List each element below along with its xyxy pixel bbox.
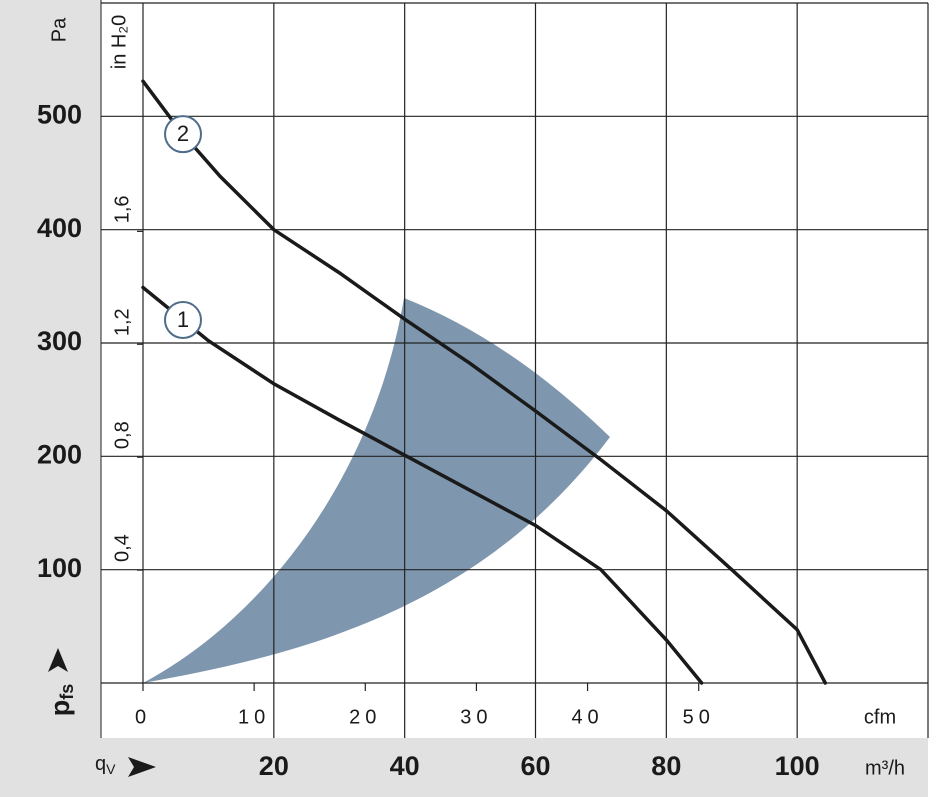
y-arrow [48,648,68,672]
series-name: 1 [177,307,189,332]
x-arrow [128,757,156,777]
x2-tick-label: 50 [683,706,715,728]
x2-tick-label: 40 [571,706,603,728]
y-tick-label: 500 [37,99,82,129]
y2-tick-label: 0,8 [111,421,133,449]
y-symbol-main: p [45,700,75,717]
y-tick-label: 100 [37,553,82,583]
y-tick-label: 300 [37,326,82,356]
x-symbol: qV [95,753,116,776]
x-tick-label: 100 [775,751,820,781]
x2-tick-label: 0 [135,706,151,728]
y-label: Pa [48,17,70,42]
x2-tick-label: 20 [349,706,381,728]
y-tick-label: 200 [37,439,82,469]
bottom-band [0,738,928,797]
x2-label: cfm [864,706,896,728]
x2-tick-label: 30 [460,706,492,728]
y-symbol-sub: fs [57,684,77,700]
x-symbol-main: q [95,753,106,775]
operating-range [143,298,610,683]
series-name: 2 [177,121,189,146]
curve [141,285,704,685]
y2-tick-label: 1,2 [111,308,133,336]
y-symbol: pfs [45,684,77,717]
x-tick-label: 40 [390,751,420,781]
grid [101,2,929,738]
curve [141,79,828,685]
y-tick-label: 400 [37,213,82,243]
curves: 12 [141,79,828,685]
y2-tick-label: 1,6 [111,195,133,223]
series-badge [164,301,202,340]
y2-tick-label: 0,4 [111,534,133,562]
x2-tick-label: 10 [238,706,270,728]
series-badge [164,115,202,154]
x-label: m³/h [865,757,905,779]
x-tick-label: 60 [520,751,550,781]
x-tick-label: 80 [651,751,681,781]
left-band [0,0,101,797]
x-symbol-sub: V [106,761,116,777]
x-tick-label: 20 [259,751,289,781]
y2-label: in H₂0 [108,15,130,69]
